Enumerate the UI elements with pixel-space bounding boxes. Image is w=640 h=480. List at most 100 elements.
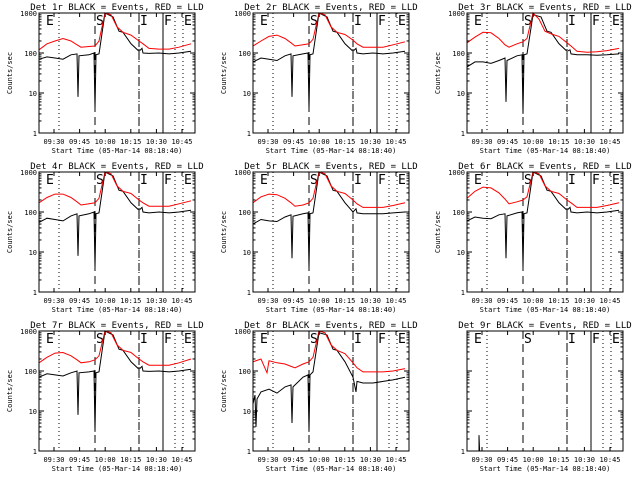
- y-tick-label: 100: [452, 209, 465, 217]
- x-tick-label: 10:00: [309, 456, 330, 464]
- y-tick-label: 1000: [234, 169, 251, 177]
- x-tick-label: 09:30: [257, 138, 278, 146]
- event-marker-label: E: [260, 14, 268, 29]
- event-marker-label: E: [184, 14, 192, 29]
- x-axis-label: Start Time (05-Mar-14 08:18:40): [480, 306, 611, 314]
- series-events-line: [252, 171, 406, 268]
- event-marker-label: I: [354, 14, 362, 29]
- x-tick-label: 10:15: [334, 138, 355, 146]
- event-marker-label: F: [592, 173, 600, 188]
- event-marker-label: E: [612, 173, 620, 188]
- y-axis-label: Counts/sec: [6, 370, 14, 412]
- event-marker-label: E: [398, 14, 406, 29]
- x-tick-label: 10:45: [599, 297, 620, 305]
- series-lld-line: [252, 171, 406, 208]
- y-tick-label: 1: [33, 130, 37, 138]
- panel-det-2: Det 2r BLACK = Events, RED = LLD Counts/s…: [220, 3, 418, 155]
- x-axis-label: Start Time (05-Mar-14 08:18:40): [266, 465, 397, 473]
- x-tick-label: 10:15: [334, 456, 355, 464]
- x-tick-label: 09:30: [257, 297, 278, 305]
- x-tick-label: 10:45: [385, 138, 406, 146]
- event-marker-label: I: [140, 332, 148, 347]
- panel-title: Det 3r BLACK = Events, RED = LLD: [458, 3, 631, 13]
- y-tick-label: 1: [247, 289, 251, 297]
- plot-frame: [38, 12, 196, 134]
- x-tick-label: 10:15: [548, 456, 569, 464]
- y-tick-label: 1000: [234, 328, 251, 336]
- event-marker-label: I: [354, 173, 362, 188]
- event-marker-label: E: [612, 332, 620, 347]
- series-events-line: [252, 332, 406, 432]
- plot-frame: [38, 171, 196, 293]
- event-marker-label: F: [164, 332, 172, 347]
- x-axis-label: Start Time (05-Mar-14 08:18:40): [266, 306, 397, 314]
- x-tick-label: 10:00: [523, 138, 544, 146]
- y-tick-label: 100: [24, 209, 37, 217]
- x-tick-label: 10:00: [309, 297, 330, 305]
- y-axis-label: Counts/sec: [220, 370, 228, 412]
- x-tick-label: 09:45: [69, 297, 90, 305]
- x-tick-label: 10:00: [523, 297, 544, 305]
- x-tick-label: 09:30: [257, 456, 278, 464]
- plot-frame: [252, 330, 410, 452]
- event-marker-label: S: [310, 173, 318, 188]
- y-axis-label: Counts/sec: [434, 211, 442, 253]
- event-marker-label: E: [398, 332, 406, 347]
- x-tick-label: 10:30: [360, 297, 381, 305]
- x-tick-label: 09:45: [283, 138, 304, 146]
- event-marker-label: I: [568, 14, 576, 29]
- panel-det-1: Det 1r BLACK = Events, RED = LLD Counts/s…: [6, 3, 204, 155]
- x-tick-label: 10:30: [146, 456, 167, 464]
- x-tick-label: 10:00: [95, 138, 116, 146]
- y-tick-label: 100: [238, 50, 251, 58]
- y-tick-label: 1: [247, 448, 251, 456]
- y-tick-label: 1000: [448, 169, 465, 177]
- event-marker-label: S: [524, 173, 532, 188]
- series-events-line: [38, 171, 192, 268]
- panel-title: Det 1r BLACK = Events, RED = LLD: [30, 3, 203, 13]
- plot-frame: [252, 12, 410, 134]
- y-tick-label: 1: [461, 289, 465, 297]
- event-marker-label: E: [260, 332, 268, 347]
- event-marker-label: I: [568, 173, 576, 188]
- x-axis-label: Start Time (05-Mar-14 08:18:40): [480, 465, 611, 473]
- event-marker-label: F: [164, 14, 172, 29]
- event-marker-label: E: [474, 332, 482, 347]
- series-lld-line: [466, 11, 620, 53]
- x-tick-label: 10:30: [360, 456, 381, 464]
- y-tick-label: 10: [457, 90, 465, 98]
- x-tick-label: 09:45: [497, 138, 518, 146]
- x-tick-label: 09:45: [497, 456, 518, 464]
- event-marker-label: I: [140, 173, 148, 188]
- x-tick-label: 10:45: [385, 456, 406, 464]
- event-marker-label: E: [260, 173, 268, 188]
- panel-title: Det 4r BLACK = Events, RED = LLD: [30, 162, 203, 172]
- series-events-line: [466, 14, 620, 114]
- event-marker-label: E: [184, 173, 192, 188]
- y-tick-label: 1: [33, 448, 37, 456]
- y-tick-label: 10: [243, 249, 251, 257]
- y-tick-label: 10: [29, 249, 37, 257]
- panel-det-6: Det 6r BLACK = Events, RED = LLD Counts/s…: [434, 162, 632, 314]
- panel-det-3: Det 3r BLACK = Events, RED = LLD Counts/s…: [434, 3, 632, 155]
- series-lld-line: [38, 12, 192, 51]
- plot-frame: [38, 330, 196, 452]
- y-tick-label: 1: [461, 130, 465, 138]
- series-lld-line: [466, 171, 620, 208]
- panel-title: Det 6r BLACK = Events, RED = LLD: [458, 162, 631, 172]
- x-tick-label: 10:30: [360, 138, 381, 146]
- event-marker-label: E: [46, 332, 54, 347]
- event-marker-label: F: [164, 173, 172, 188]
- panel-det-4: Det 4r BLACK = Events, RED = LLD Counts/s…: [6, 162, 204, 314]
- panel-det-7: Det 7r BLACK = Events, RED = LLD Counts/s…: [6, 321, 204, 473]
- series-events-line: [478, 435, 481, 452]
- x-tick-label: 09:45: [283, 297, 304, 305]
- panel-title: Det 7r BLACK = Events, RED = LLD: [30, 321, 203, 331]
- y-tick-label: 1000: [20, 328, 37, 336]
- x-tick-label: 10:45: [599, 456, 620, 464]
- y-axis-label: Counts/sec: [220, 52, 228, 94]
- event-marker-label: E: [184, 332, 192, 347]
- series-lld-line: [38, 171, 192, 207]
- x-axis-label: Start Time (05-Mar-14 08:18:40): [52, 306, 183, 314]
